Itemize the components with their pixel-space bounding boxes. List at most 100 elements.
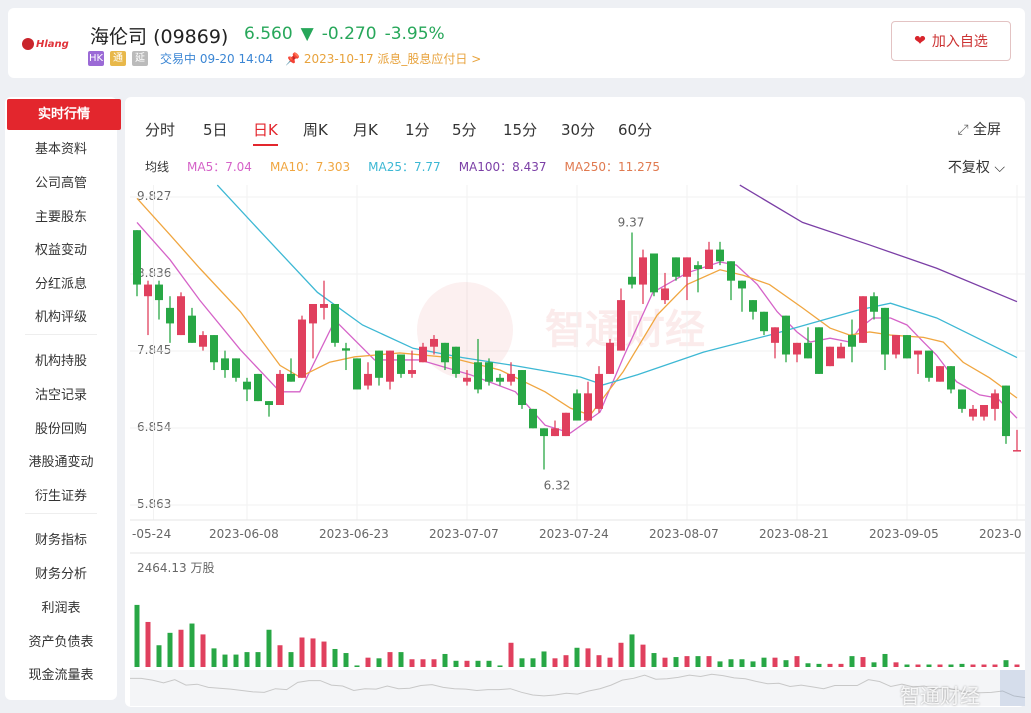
volume-bar xyxy=(695,656,701,667)
low-price-label: 6.32 xyxy=(544,478,571,492)
sidebar-item[interactable]: 股份回购 xyxy=(34,422,87,437)
sidebar-item[interactable]: 机构评级 xyxy=(34,310,87,325)
stock-name: 海伦司 xyxy=(90,26,148,48)
sidebar-item[interactable]: 权益变动 xyxy=(34,243,87,258)
candle-body xyxy=(694,265,702,270)
down-triangle-icon: ▼ xyxy=(300,24,314,44)
volume-bar xyxy=(838,663,844,667)
candle-body xyxy=(463,377,471,382)
sidebar-item[interactable]: 公司高管 xyxy=(34,176,87,191)
tab-period[interactable]: 分时 xyxy=(145,121,176,139)
candle-body xyxy=(1013,450,1021,452)
volume-bar xyxy=(750,661,756,667)
sidebar-item[interactable]: 利润表 xyxy=(41,601,81,616)
ma-legend-item: MA100：8.437 xyxy=(458,160,547,174)
volume-bar xyxy=(365,657,371,667)
sidebar-item[interactable]: 机构持股 xyxy=(34,354,87,369)
volume-bar xyxy=(805,663,811,667)
sidebar-item[interactable]: 财务分析 xyxy=(34,567,87,582)
candle-body xyxy=(452,346,460,374)
volume-bar xyxy=(871,662,877,667)
tab-period[interactable]: 5分 xyxy=(452,121,477,139)
fullscreen-button[interactable]: ⤢ 全屏 xyxy=(957,122,1001,138)
candle-body xyxy=(749,300,757,312)
volume-bar xyxy=(794,656,800,667)
sidebar: 实时行情基本资料公司高管主要股东权益变动分红派息机构评级机构持股沽空记录股份回购… xyxy=(5,97,121,700)
sidebar-item[interactable]: 分红派息 xyxy=(34,277,87,292)
ma-legend-item: MA25：7.77 xyxy=(368,160,441,174)
volume-bar xyxy=(398,652,404,667)
candle-body xyxy=(529,408,537,429)
volume-bar xyxy=(442,653,448,667)
candle-body xyxy=(210,335,218,363)
volume-bar xyxy=(497,665,503,667)
candle-body xyxy=(705,249,713,270)
volume-bar xyxy=(376,658,382,667)
y-tick-label: 5.863 xyxy=(137,497,172,511)
stock-header: Hlang 海伦司 (09869) 6.560 ▼ -0.270 -3.95% HK … xyxy=(8,8,1025,78)
ma-legend-item: MA5：7.04 xyxy=(187,160,252,174)
candle-body xyxy=(199,335,207,347)
candle-body xyxy=(870,296,878,312)
volume-bar xyxy=(453,660,459,667)
volume-bar xyxy=(134,604,140,667)
sidebar-item[interactable]: 基本资料 xyxy=(34,142,87,157)
volume-bar xyxy=(970,664,976,667)
candle-body xyxy=(540,428,548,437)
tab-period[interactable]: 1分 xyxy=(405,121,430,139)
x-tick-label: 2023-08-21 xyxy=(759,527,829,541)
candle-body xyxy=(903,335,911,359)
tab-period[interactable]: 30分 xyxy=(561,121,596,139)
volume-bar xyxy=(772,657,778,667)
sidebar-item[interactable]: 港股通变动 xyxy=(28,455,94,470)
tab-period[interactable]: 月K xyxy=(353,121,378,139)
tab-period[interactable]: 60分 xyxy=(618,121,653,139)
sidebar-item[interactable]: 衍生证券 xyxy=(34,489,87,504)
ma-legend-item: MA250：11.275 xyxy=(564,160,660,174)
tab-period[interactable]: 周K xyxy=(303,121,328,139)
volume-bar xyxy=(728,659,734,667)
candle-body xyxy=(573,393,581,421)
candle-body xyxy=(914,350,922,355)
volume-max-label: 2464.13 万股 xyxy=(137,561,215,575)
tab-period[interactable]: 5日 xyxy=(203,121,228,139)
volume-bar xyxy=(277,645,283,667)
volume-bar xyxy=(937,664,943,667)
sidebar-divider xyxy=(25,334,97,335)
volume-bar xyxy=(629,634,635,667)
volume-bar xyxy=(233,654,239,667)
sidebar-item[interactable]: 资产负债表 xyxy=(28,635,94,650)
volume-bar xyxy=(409,659,415,667)
tab-period[interactable]: 15分 xyxy=(503,121,538,139)
candle-body xyxy=(364,373,372,386)
volume-bar xyxy=(541,651,547,667)
sidebar-item[interactable]: 沽空记录 xyxy=(34,388,87,403)
pin-icon: 📌 xyxy=(285,52,301,66)
volume-bar xyxy=(959,663,965,667)
volume-bar xyxy=(827,663,833,667)
volume-bar xyxy=(354,665,360,667)
candle-body xyxy=(562,412,570,437)
adjustment-dropdown[interactable]: 不复权 ⌵ xyxy=(947,160,1005,176)
volume-bar xyxy=(332,648,338,667)
navigator-handle[interactable] xyxy=(1000,670,1025,706)
sidebar-item[interactable]: 现金流量表 xyxy=(28,668,94,683)
volume-bar xyxy=(200,634,206,667)
candle-body xyxy=(243,381,251,390)
volume-bar xyxy=(926,664,932,667)
volume-bar xyxy=(519,658,525,667)
dividend-notice-link[interactable]: 📌 2023-10-17 派息_股息应付日 > xyxy=(285,52,482,66)
volume-bar xyxy=(486,660,492,667)
candle-body xyxy=(265,401,273,406)
volume-bar xyxy=(552,658,558,667)
sidebar-item[interactable]: 主要股东 xyxy=(34,210,87,225)
candle-body xyxy=(859,296,867,343)
add-to-watchlist-button[interactable]: ❤ 加入自选 xyxy=(891,21,1011,61)
sidebar-item[interactable]: 实时行情 xyxy=(7,99,121,130)
candle-body xyxy=(133,230,141,285)
candle-body xyxy=(782,315,790,355)
sidebar-item[interactable]: 财务指标 xyxy=(34,533,87,548)
tab-period[interactable]: 日K xyxy=(253,121,278,146)
candle-body xyxy=(727,261,735,281)
